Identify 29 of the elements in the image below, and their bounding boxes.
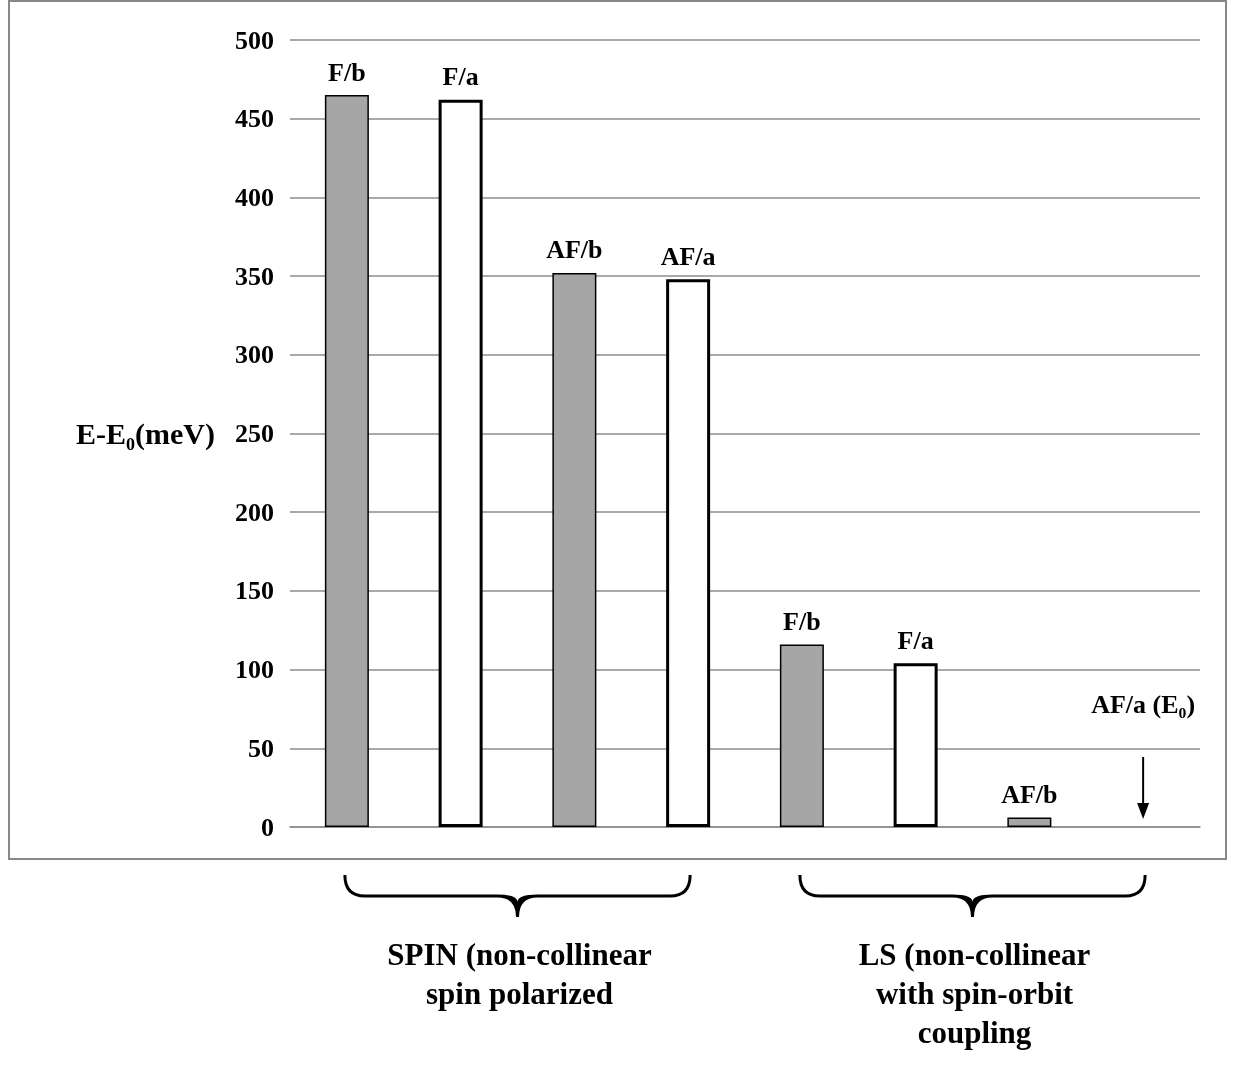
y-tick-label: 150 <box>235 576 274 606</box>
bar <box>552 272 597 827</box>
y-tick-label: 400 <box>235 182 274 212</box>
bar <box>1007 817 1052 827</box>
text: LS (non-collinear with spin-orbit coupling <box>858 936 1091 1052</box>
y-tick-label: 50 <box>248 733 274 763</box>
text: SPIN (non-collinear spin polarized <box>387 936 652 1013</box>
y-tick-label: 500 <box>235 25 274 55</box>
bar <box>324 95 369 827</box>
x-tick-label: F/b <box>783 606 821 636</box>
y-tick-label: 200 <box>235 497 274 527</box>
y-tick-label: 300 <box>235 340 274 370</box>
x-tick-label: AF/b <box>1001 780 1058 810</box>
x-tick-label: AF/a <box>660 241 716 271</box>
bar <box>893 663 938 827</box>
y-tick-label: 450 <box>235 104 274 134</box>
x-tick-label: AF/b <box>546 235 603 265</box>
y-tick-label: 0 <box>261 812 274 842</box>
bar <box>438 99 483 827</box>
y-axis-title: E-E₀(meV) <box>76 417 215 451</box>
y-tick-label: 100 <box>235 655 274 685</box>
x-tick-label: AF/a (E₀) <box>1091 689 1196 719</box>
y-tick-label: 250 <box>235 419 274 448</box>
x-tick-label: F/b <box>328 57 366 87</box>
x-tick-label: F/a <box>442 62 479 92</box>
y-tick-label: 350 <box>235 261 274 291</box>
bar <box>666 279 711 827</box>
x-tick-label: F/a <box>897 625 934 655</box>
bar <box>779 644 824 827</box>
